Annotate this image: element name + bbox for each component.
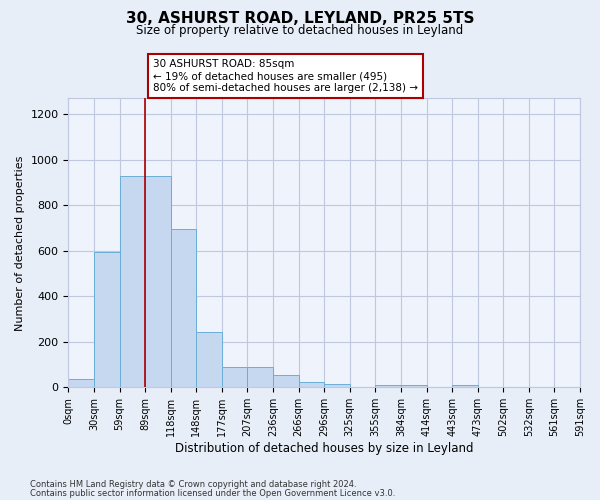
- Bar: [273, 375, 299, 388]
- Bar: [247, 367, 273, 388]
- Bar: [452, 385, 478, 388]
- Bar: [376, 385, 401, 388]
- Text: 30 ASHURST ROAD: 85sqm
← 19% of detached houses are smaller (495)
80% of semi-de: 30 ASHURST ROAD: 85sqm ← 19% of detached…: [153, 60, 418, 92]
- Bar: [145, 176, 171, 388]
- Text: Contains public sector information licensed under the Open Government Licence v3: Contains public sector information licen…: [30, 488, 395, 498]
- Bar: [324, 384, 350, 388]
- Bar: [299, 382, 324, 388]
- Y-axis label: Number of detached properties: Number of detached properties: [15, 155, 25, 330]
- Bar: [196, 332, 222, 388]
- Bar: [68, 380, 94, 388]
- Bar: [222, 367, 247, 388]
- Bar: [94, 252, 119, 388]
- Bar: [171, 229, 196, 388]
- Bar: [401, 385, 427, 388]
- Text: Size of property relative to detached houses in Leyland: Size of property relative to detached ho…: [136, 24, 464, 37]
- Text: 30, ASHURST ROAD, LEYLAND, PR25 5TS: 30, ASHURST ROAD, LEYLAND, PR25 5TS: [126, 11, 474, 26]
- X-axis label: Distribution of detached houses by size in Leyland: Distribution of detached houses by size …: [175, 442, 473, 455]
- Bar: [119, 176, 145, 388]
- Text: Contains HM Land Registry data © Crown copyright and database right 2024.: Contains HM Land Registry data © Crown c…: [30, 480, 356, 489]
